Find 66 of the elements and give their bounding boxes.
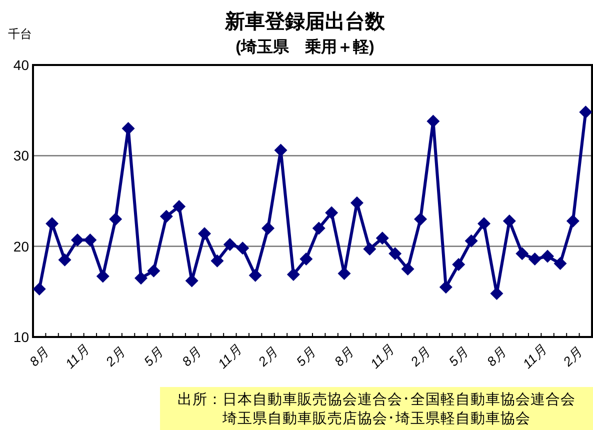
- point: [248, 268, 262, 282]
- point: [198, 227, 212, 240]
- x-tick-label: 11月: [367, 342, 397, 372]
- point: [516, 247, 529, 260]
- point: [236, 242, 250, 255]
- point: [134, 272, 148, 285]
- point: [210, 254, 224, 268]
- x-tick-label: 8月: [26, 344, 52, 370]
- point: [414, 212, 427, 226]
- point: [439, 280, 452, 294]
- x-tick-label: 2月: [102, 344, 128, 370]
- x-tick-label: 11月: [62, 342, 92, 372]
- point: [46, 217, 59, 230]
- chart-subtitle: (埼玉県 乗用＋軽): [236, 38, 374, 56]
- point: [147, 264, 160, 278]
- point: [338, 267, 351, 280]
- x-tick-label: 8月: [178, 344, 204, 370]
- y-tick-label: 40: [13, 57, 30, 73]
- text: 埼玉県自動車販売店協会･埼玉県軽自動車協会: [222, 410, 530, 427]
- x-tick-label: 2月: [406, 344, 433, 370]
- point: [160, 210, 173, 223]
- x-tick-label: 5月: [140, 344, 166, 370]
- point: [223, 238, 236, 252]
- point: [554, 257, 567, 270]
- point: [32, 282, 46, 296]
- y-tick-label: 30: [13, 148, 30, 164]
- point: [84, 233, 97, 246]
- point: [478, 217, 491, 230]
- point: [541, 250, 554, 263]
- point: [70, 233, 84, 246]
- point: [286, 268, 300, 281]
- point: [566, 214, 580, 228]
- point: [122, 122, 135, 135]
- point: [426, 114, 440, 128]
- point: [363, 242, 376, 256]
- x-tick-label: 2月: [559, 344, 586, 370]
- point: [312, 222, 326, 235]
- point: [274, 144, 288, 157]
- point: [96, 270, 110, 283]
- y-tick-label: 20: [13, 238, 30, 254]
- x-tick-label: 11月: [214, 342, 244, 372]
- x-tick-label: 11月: [520, 342, 550, 372]
- point: [388, 247, 402, 260]
- point: [350, 196, 364, 210]
- point: [502, 214, 516, 228]
- point: [452, 258, 466, 271]
- point: [58, 253, 72, 266]
- x-tick-label: 5月: [293, 344, 318, 370]
- y-tick-label: 10: [13, 329, 30, 345]
- point: [401, 262, 414, 276]
- point: [300, 252, 313, 266]
- y-axis-title: 千台: [8, 27, 32, 41]
- point: [579, 106, 592, 119]
- point: [109, 212, 122, 226]
- point: [325, 206, 338, 220]
- point: [464, 234, 478, 248]
- point: [528, 252, 542, 266]
- x-tick-label: 8月: [331, 344, 356, 370]
- point: [172, 200, 186, 213]
- chart-title: 新車登録届出台数: [224, 10, 386, 33]
- x-tick-label: 5月: [446, 344, 471, 370]
- point: [262, 222, 275, 235]
- x-tick-label: 8月: [484, 344, 509, 370]
- x-tick-label: 2月: [254, 344, 280, 370]
- text: 出所：日本自動車販売協会連合会･全国軽自動車協会連合会: [178, 391, 576, 408]
- point: [376, 232, 389, 245]
